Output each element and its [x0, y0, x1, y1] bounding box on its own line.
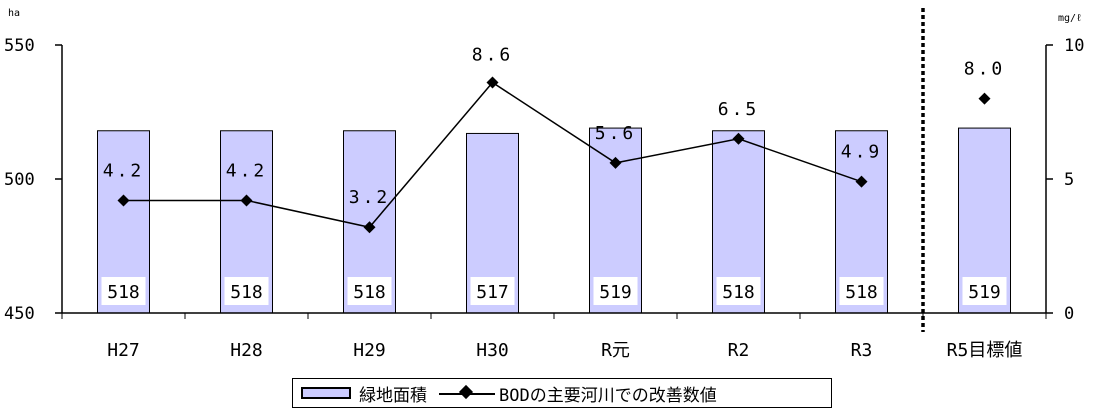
- bar-value-label: 517: [476, 282, 509, 303]
- bod-point: [117, 194, 130, 207]
- bar-value-label-bg: [224, 277, 269, 305]
- y-right-tick-label: 5: [1064, 170, 1074, 190]
- legend-line-label: BODの主要河川での改善数値: [499, 385, 717, 406]
- y-left-tick-label: 550: [4, 36, 35, 56]
- bod-value-label: 4.2: [103, 160, 145, 181]
- x-tick-label: R5目標値: [947, 340, 1023, 361]
- bar-value-label-bg: [962, 277, 1007, 305]
- bar-value-label: 519: [968, 282, 1001, 303]
- bod-point: [732, 132, 745, 145]
- bod-value-label: 6.5: [718, 99, 760, 120]
- bar-value-label: 518: [722, 282, 755, 303]
- y-right-tick-label: 0: [1064, 304, 1074, 324]
- bar-value-label: 518: [353, 282, 386, 303]
- x-tick-label: H28: [230, 340, 263, 361]
- bar-value-label: 518: [845, 282, 878, 303]
- bar-value-label: 518: [107, 282, 140, 303]
- bar-value-label: 518: [230, 282, 263, 303]
- bar-value-label-bg: [716, 277, 761, 305]
- bod-point: [978, 92, 991, 105]
- y-left-tick-label: 500: [4, 170, 35, 190]
- bar-value-label-bg: [593, 277, 638, 305]
- bar-value-label-bg: [839, 277, 884, 305]
- bod-point: [486, 76, 499, 89]
- x-tick-label: R3: [851, 340, 873, 361]
- x-tick-label: H29: [353, 340, 386, 361]
- legend-line-swatch: [439, 384, 495, 400]
- bod-value-label: 8.6: [472, 45, 514, 66]
- legend-bar-swatch: [301, 387, 351, 399]
- x-tick-label: H30: [476, 340, 509, 361]
- x-tick-label: R2: [728, 340, 750, 361]
- bar-value-label-bg: [347, 277, 392, 305]
- legend: 緑地面積 BODの主要河川での改善数値: [292, 378, 832, 408]
- bar-value-label-bg: [101, 277, 146, 305]
- bod-value-label: 3.2: [349, 187, 391, 208]
- bod-point: [240, 194, 253, 207]
- y-right-unit: mg/ℓ: [1058, 13, 1082, 24]
- bod-value-label: 4.2: [226, 160, 268, 181]
- y-left-unit: ha: [8, 8, 20, 19]
- bod-point: [609, 156, 622, 169]
- bod-value-label: 4.9: [841, 142, 883, 163]
- bod-point: [855, 175, 868, 188]
- bod-point: [363, 221, 376, 234]
- y-right-tick-label: 10: [1064, 36, 1084, 56]
- x-tick-label: R元: [601, 340, 630, 361]
- bar-value-label: 519: [599, 282, 632, 303]
- bod-value-label: 8.0: [964, 59, 1006, 80]
- legend-bar-label: 緑地面積: [359, 385, 427, 406]
- bod-value-label: 5.6: [595, 123, 637, 144]
- x-tick-label: H27: [107, 340, 140, 361]
- y-left-tick-label: 450: [4, 304, 35, 324]
- bar-value-label-bg: [470, 277, 515, 305]
